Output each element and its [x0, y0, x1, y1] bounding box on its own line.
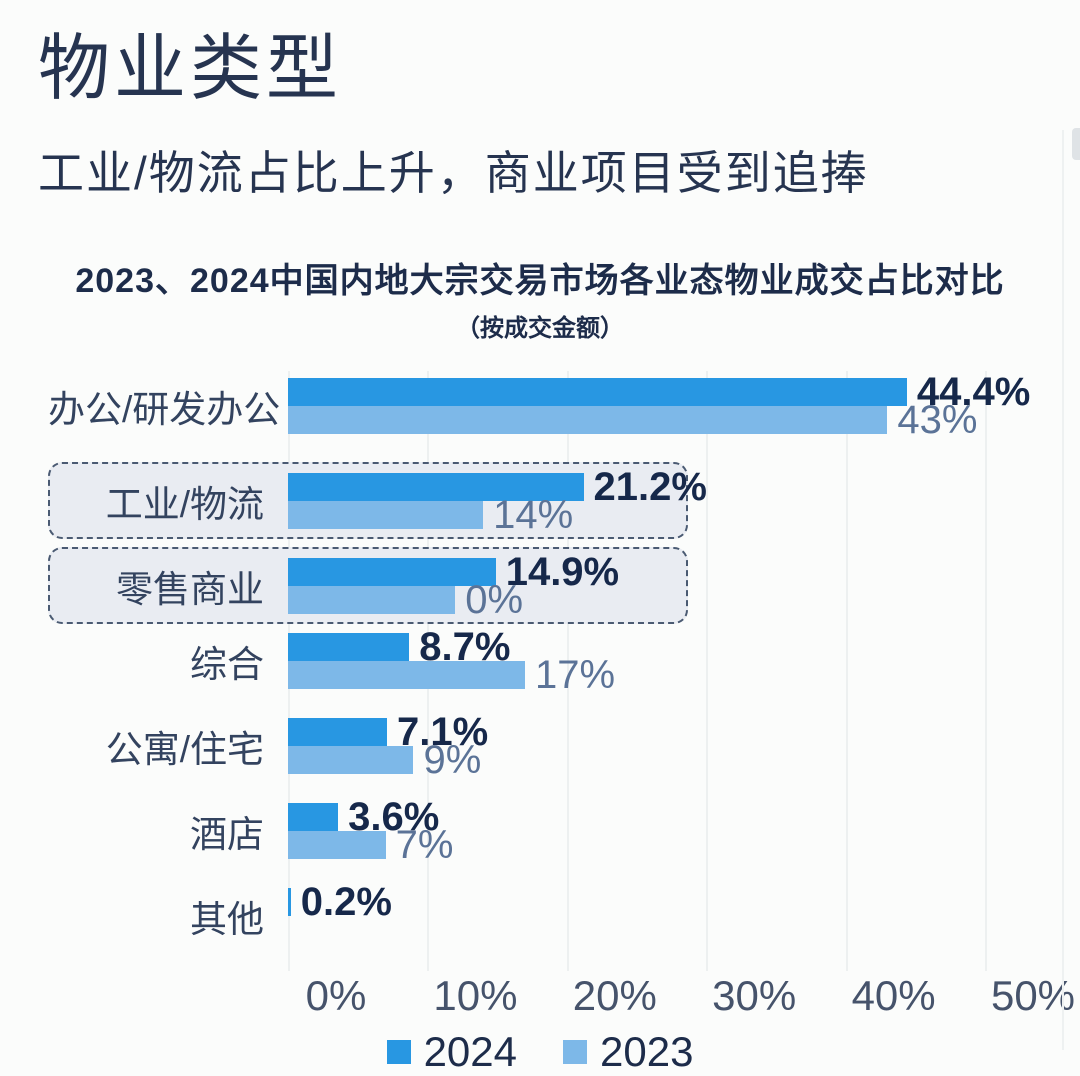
bar-line: 3.6% [288, 797, 1080, 837]
chart-row: 公寓/住宅 7.1% 9% [48, 712, 1080, 780]
value-label-2023: 0% [465, 577, 524, 622]
value-label-2023: 14% [493, 492, 574, 537]
x-axis: 0% 10% 20% 30% 40% 50% [306, 972, 1080, 1024]
bar-pair: 14.9% 0% [288, 552, 1080, 620]
chart-row: 办公/研发办公 44.4% 43% [48, 372, 1080, 440]
x-axis-tick: 30% [712, 972, 797, 1020]
bar-line: 17% [288, 655, 1080, 695]
bar-2023 [288, 585, 456, 614]
value-label-2023: 43% [897, 397, 978, 442]
chart-row-highlighted: 工业/物流 21.2% 14% [48, 462, 1080, 540]
bar-line: 14% [288, 495, 1080, 535]
slide-edge-line [1062, 130, 1064, 1050]
legend: 2024 2023 [0, 1028, 1080, 1076]
page-title: 物业类型 [38, 29, 343, 109]
x-axis-tick: 50% [990, 972, 1076, 1020]
value-label-2023: 17% [534, 652, 616, 697]
value-label-2024: 14.9% [505, 549, 620, 594]
category-label: 其他 [190, 898, 264, 940]
header: 物业类型 工业/物流占比上升，商业项目受到追捧 [0, 0, 1080, 203]
bar-line: 7% [288, 825, 1080, 865]
legend-label: 2023 [600, 1028, 694, 1076]
bar-line: 21.2% [288, 467, 1080, 507]
bar-pair: 44.4% 43% [288, 372, 1080, 440]
chart-subtitle: （按成交金额） [456, 315, 624, 343]
bar-2023 [288, 500, 484, 529]
chart-row-highlighted: 零售商业 14.9% 0% [48, 547, 1080, 625]
bar-pair: 3.6% 7% [288, 797, 1080, 865]
bar-pair: 21.2% 14% [288, 467, 1080, 535]
legend-swatch [563, 1040, 587, 1065]
bar-line: 7.1% [288, 712, 1080, 752]
category-label: 综合 [190, 643, 264, 685]
x-axis-tick: 20% [572, 972, 657, 1020]
chart-title: 2023、2024中国内地大宗交易市场各业态物业成交占比对比 [75, 262, 1005, 301]
value-label-2024: 3.6% [348, 794, 440, 839]
value-label-2024: 7.1% [396, 709, 489, 754]
bar-2024 [288, 717, 387, 746]
gridline [706, 371, 709, 972]
value-label-2024: 0.2% [300, 879, 392, 924]
chart-body: 办公/研发办公 44.4% 43% 工业/物流 21.2% 14% 零售商业 14.9% 0% 综… [0, 371, 1080, 1024]
value-label-2024: 21.2% [593, 464, 707, 509]
category-label: 零售商业 [116, 568, 264, 610]
bar-2024 [288, 802, 339, 831]
gridline [566, 371, 569, 972]
page-subtitle: 工业/物流占比上升，商业项目受到追捧 [38, 147, 869, 200]
edge-artifact [1072, 128, 1080, 160]
bar-2024 [288, 377, 907, 406]
category-label: 工业/物流 [105, 483, 264, 525]
bar-2024 [288, 632, 410, 661]
bar-2024 [288, 887, 291, 916]
bar-2023 [288, 830, 386, 859]
legend-label: 2024 [423, 1028, 517, 1076]
bar-chart: 2023、2024中国内地大宗交易市场各业态物业成交占比对比 （按成交金额） 办… [0, 253, 1080, 1076]
legend-item-2023: 2023 [563, 1028, 693, 1076]
value-label-2024: 44.4% [916, 369, 1031, 414]
chart-rows: 办公/研发办公 44.4% 43% 工业/物流 21.2% 14% 零售商业 14.9% 0% 综… [48, 372, 1080, 944]
x-axis-tick: 40% [851, 972, 936, 1020]
category-label: 公寓/住宅 [105, 728, 264, 770]
gridline [845, 371, 848, 972]
bar-pair: 0.2% [288, 882, 1080, 944]
bar-2023 [288, 745, 414, 774]
bar-2023 [288, 405, 888, 434]
value-label-2023: 7% [395, 822, 454, 867]
bar-2024 [288, 557, 496, 586]
chart-row: 酒店 3.6% 7% [48, 797, 1080, 865]
bar-line: 14.9% [288, 552, 1080, 592]
value-label-2024: 8.7% [419, 624, 511, 669]
bar-line: 0.2% [288, 882, 1080, 922]
chart-row: 其他 0.2% [48, 882, 1080, 944]
bar-line: 9% [288, 740, 1080, 780]
bar-pair: 8.7% 17% [288, 627, 1080, 695]
bar-line [288, 916, 1080, 944]
chart-row: 综合 8.7% 17% [48, 627, 1080, 695]
bar-pair: 7.1% 9% [288, 712, 1080, 780]
category-label: 酒店 [190, 813, 264, 855]
value-label-2023: 9% [423, 737, 482, 782]
x-axis-tick: 0% [305, 972, 367, 1020]
bar-line: 43% [288, 400, 1080, 440]
category-label: 办公/研发办公 [48, 388, 281, 430]
bar-line: 0% [288, 580, 1080, 620]
bar-line: 8.7% [288, 627, 1080, 667]
gridline [985, 371, 987, 972]
x-axis-tick: 10% [433, 972, 518, 1020]
bar-2023 [288, 660, 525, 689]
legend-swatch [386, 1040, 411, 1065]
bar-2024 [288, 472, 584, 501]
bar-line: 44.4% [288, 372, 1080, 412]
legend-item-2024: 2024 [386, 1028, 517, 1076]
